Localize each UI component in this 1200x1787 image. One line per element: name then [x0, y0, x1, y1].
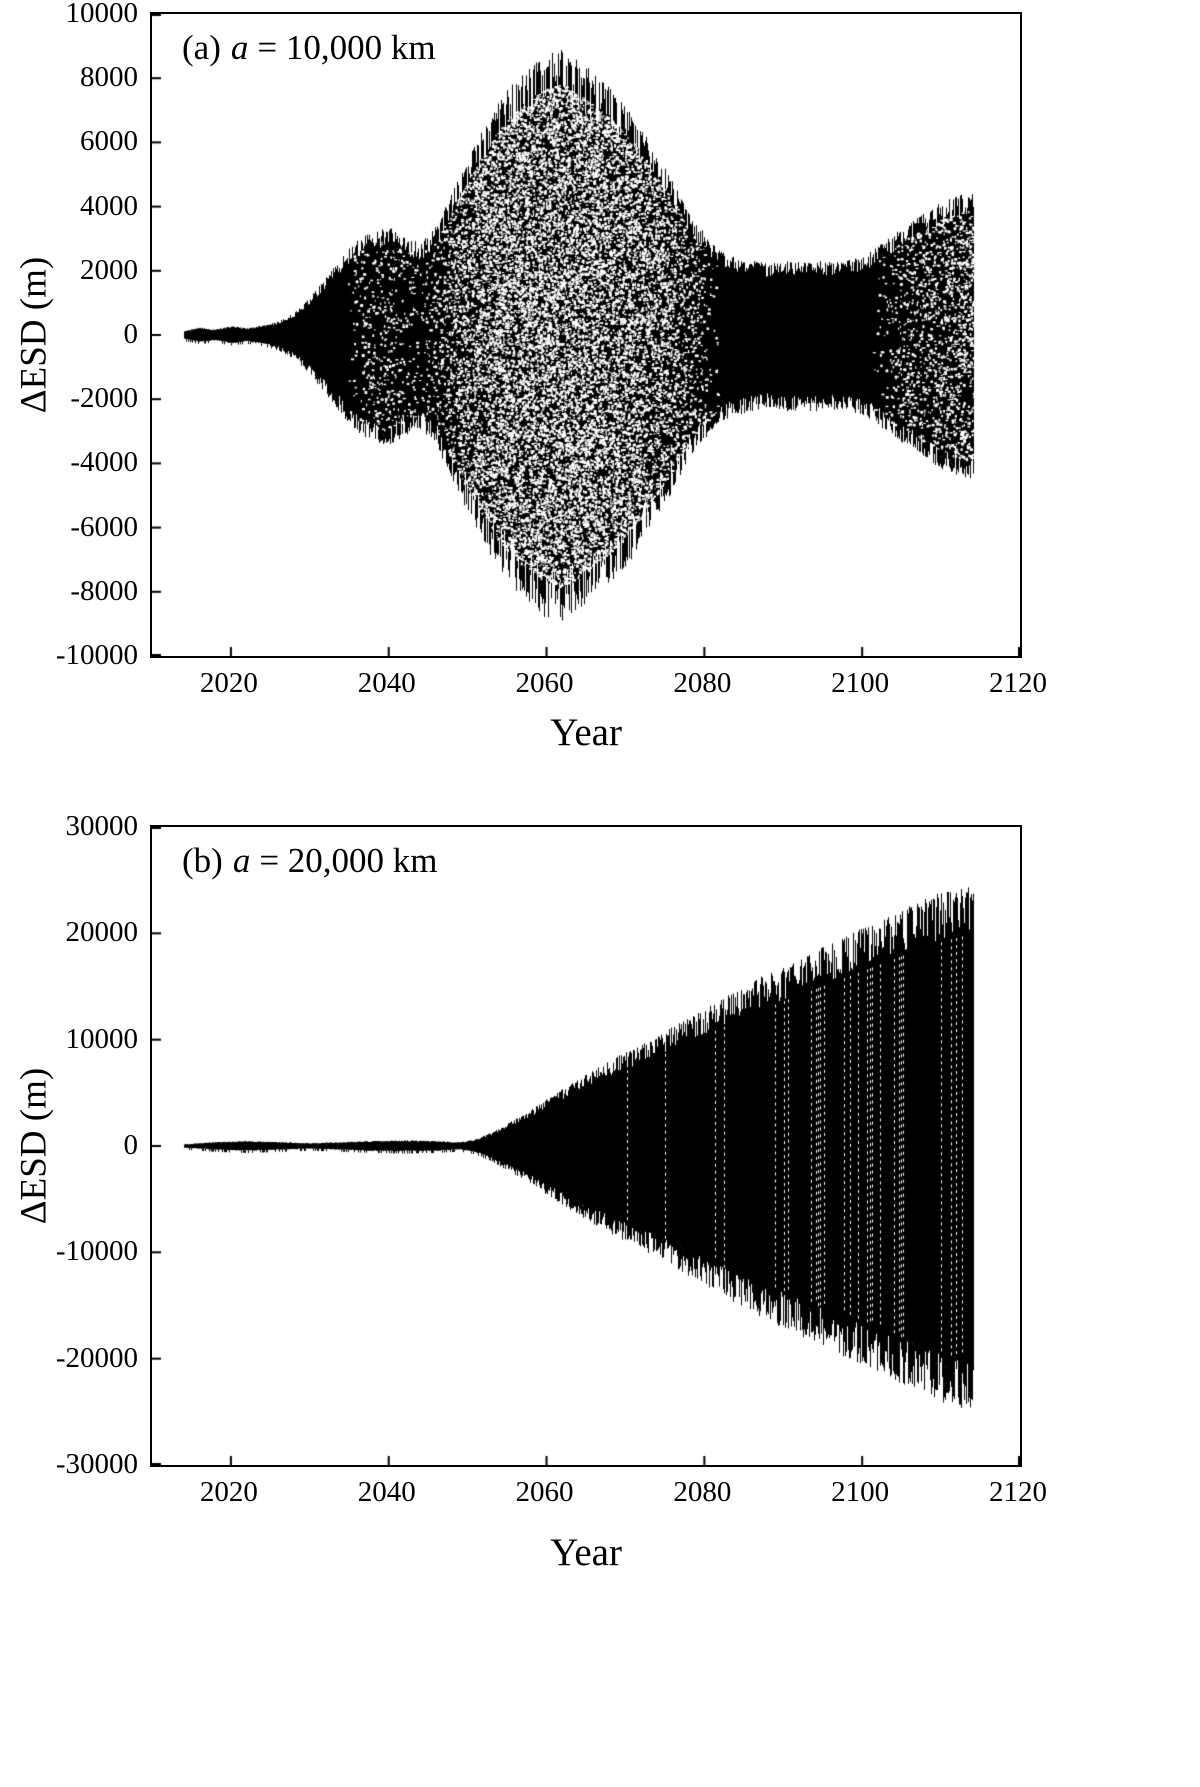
y-tick-label: -4000	[70, 446, 138, 479]
panel-a: ΔESD (m) (a) a = 10,000 km Year -10000 -800…	[0, 0, 1200, 790]
x-tick-label: 2040	[357, 667, 416, 699]
y-tick-label: -6000	[70, 510, 138, 543]
chart-canvas-b	[152, 827, 1020, 1465]
param-symbol-a: a	[230, 28, 249, 67]
panel-annotation-b: (b) a = 20,000 km	[182, 841, 438, 881]
panel-b: ΔESD (m) (b) a = 20,000 km Year -30000 -200…	[0, 790, 1200, 1787]
panel-annotation-a: (a) a = 10,000 km	[182, 28, 436, 68]
param-symbol-b: a	[232, 841, 251, 880]
y-tick-label: -2000	[70, 382, 138, 415]
y-tick-label: 6000	[80, 125, 138, 158]
y-tick-label: -10000	[55, 1235, 138, 1268]
plot-area-a: (a) a = 10,000 km	[150, 12, 1022, 658]
x-tick-label: 2100	[831, 667, 890, 699]
x-tick-label: 2060	[515, 1476, 574, 1508]
y-tick-label: 8000	[80, 61, 138, 94]
param-value-a: = 10,000 km	[257, 28, 436, 67]
x-tick-label: 2080	[673, 1476, 732, 1508]
y-tick-label: 10000	[65, 0, 139, 29]
y-tick-label: -20000	[55, 1341, 138, 1374]
y-tick-label: 20000	[65, 916, 139, 949]
x-tick-label: 2100	[831, 1476, 890, 1508]
panel-letter-b: (b)	[182, 841, 223, 880]
param-value-b: = 20,000 km	[259, 841, 438, 880]
x-tick-label: 2080	[673, 667, 732, 699]
plot-area-b: (b) a = 20,000 km	[150, 825, 1022, 1467]
x-tick-label: 2060	[515, 667, 574, 699]
y-tick-label: -30000	[55, 1448, 138, 1480]
x-tick-label: 2020	[199, 667, 258, 699]
y-tick-label: 4000	[80, 189, 138, 222]
x-tick-label: 2040	[357, 1476, 416, 1508]
x-tick-label: 2020	[199, 1476, 258, 1508]
x-tick-label: 2120	[989, 667, 1047, 699]
y-tick-label: 2000	[80, 253, 138, 286]
y-tick-label: -8000	[70, 574, 138, 607]
y-tick-label: 0	[123, 1129, 139, 1161]
x-axis-label-a: Year	[550, 711, 622, 754]
x-axis-label-b: Year	[550, 1531, 622, 1574]
y-tick-label: 0	[123, 318, 139, 350]
y-tick-label: 30000	[65, 810, 139, 842]
x-tick-label: 2120	[989, 1476, 1047, 1508]
chart-canvas-a	[152, 14, 1020, 656]
panel-letter-a: (a)	[182, 28, 221, 67]
y-tick-label: -10000	[55, 639, 138, 671]
y-tick-label: 10000	[65, 1022, 139, 1055]
